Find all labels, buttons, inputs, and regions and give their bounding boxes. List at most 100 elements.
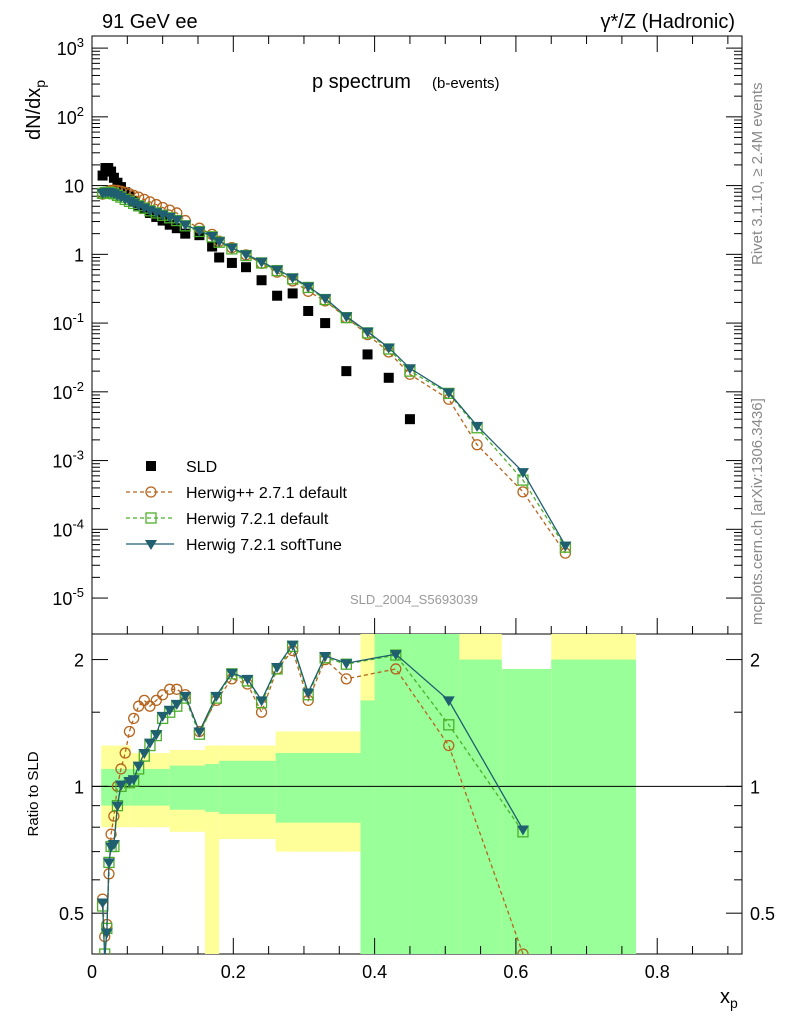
- ratio-band-inner: [409, 634, 460, 954]
- y-tick-label: 10: [64, 177, 84, 197]
- ratio-band-inner: [551, 659, 637, 954]
- data-point: [164, 219, 175, 230]
- x-tick-label: 0.2: [221, 962, 246, 982]
- ratio-point: [286, 640, 299, 651]
- ratio-point: [105, 828, 117, 840]
- data-point: [207, 241, 218, 252]
- main-axis-ticks: 10-5 10-4 10-3 10-2 10-1 1 10 102 103 0 0.2 0.4 0.6 0…: [52, 35, 742, 982]
- ratio-point: [132, 700, 145, 712]
- ratio-point: [115, 763, 127, 775]
- y-tick-label: 103: [57, 35, 84, 59]
- y-tick-label: 10-4: [52, 516, 84, 540]
- data-point: [382, 343, 395, 354]
- legend-marker: [145, 540, 157, 550]
- data-point: [97, 170, 108, 181]
- data-point: [517, 486, 529, 498]
- x-axis-label: xp: [720, 986, 738, 1011]
- data-point: [340, 312, 353, 323]
- ratio-tick-label: 1: [750, 777, 760, 797]
- ratio-series: [96, 640, 529, 965]
- ratio-point: [96, 898, 109, 909]
- data-point: [179, 220, 192, 231]
- ratio-point: [163, 705, 176, 716]
- y-tick-label: 10-3: [52, 448, 84, 472]
- legend-marker: [145, 512, 157, 524]
- data-point: [320, 318, 331, 329]
- ratio-point: [255, 696, 268, 707]
- ratio-point: [241, 674, 254, 685]
- ratio-point: [443, 739, 455, 752]
- ratio-band-inner: [374, 634, 410, 954]
- ratio-point: [138, 749, 151, 760]
- ratio-point: [150, 694, 162, 707]
- legend-label: SLD: [186, 459, 217, 476]
- y-tick-label: 10-5: [52, 585, 84, 609]
- data-point: [442, 388, 455, 399]
- ratio-point: [319, 651, 332, 662]
- ratio-point: [156, 711, 169, 722]
- y-tick-label: 102: [57, 104, 84, 128]
- ratio-point: [100, 928, 113, 939]
- data-point: [256, 275, 267, 286]
- data-point: [180, 228, 191, 239]
- ratio-point: [157, 689, 169, 701]
- data-point: [341, 366, 352, 377]
- data-point: [272, 290, 283, 301]
- ratio-tick-label: 2: [750, 651, 760, 671]
- mcplots-label: mcplots.cern.ch [arXiv:1306.3436]: [749, 398, 766, 625]
- ratio-point: [164, 683, 176, 695]
- y-tick-label: 10-2: [52, 379, 84, 403]
- data-point: [471, 421, 484, 432]
- data-point: [170, 215, 183, 226]
- data-point: [471, 439, 483, 451]
- ratio-point: [170, 699, 183, 710]
- analysis-watermark: SLD_2004_S5693039: [350, 592, 478, 607]
- ratio-point: [516, 825, 529, 836]
- main-series: [96, 163, 572, 559]
- data-point: [206, 231, 219, 242]
- ratio-point: [442, 696, 455, 707]
- ratio-point: [143, 738, 156, 749]
- legend-label: Herwig 7.2.1 default: [186, 511, 329, 528]
- data-point: [404, 414, 415, 425]
- data-point: [403, 364, 416, 375]
- ratio-point: [128, 712, 140, 725]
- ratio-band-inner: [205, 764, 220, 812]
- x-tick-label: 0.8: [645, 962, 670, 982]
- data-point: [240, 250, 253, 261]
- data-point: [193, 226, 206, 237]
- ratio-band-inner: [275, 753, 361, 823]
- data-point: [361, 327, 374, 338]
- data-point: [171, 223, 182, 234]
- data-point: [319, 294, 332, 305]
- ratio-axis-ticks: 0.5 0.5 1 1 2 2: [59, 651, 775, 925]
- legend: SLD Herwig++ 2.7.1 default Herwig 7.2.1 de…: [126, 459, 348, 554]
- data-point: [241, 262, 252, 273]
- ratio-point: [102, 858, 115, 869]
- ratio-tick-label: 2: [74, 651, 84, 671]
- ratio-point: [127, 775, 140, 786]
- data-point: [214, 252, 225, 263]
- data-point: [516, 468, 529, 479]
- ratio-point: [99, 955, 111, 965]
- data-point: [287, 288, 298, 299]
- data-point: [225, 243, 238, 254]
- ratio-point: [179, 691, 192, 702]
- ratio-point: [132, 761, 145, 772]
- data-point: [286, 273, 299, 284]
- y-axis-label: dN/dxp: [23, 80, 48, 140]
- ratio-point: [225, 668, 238, 679]
- ratio-band-inner: [459, 659, 502, 954]
- ratio-band-inner: [360, 700, 375, 954]
- ratio-point: [271, 663, 284, 674]
- ratio-point: [389, 650, 402, 661]
- ratio-point: [107, 839, 120, 850]
- ratio-point: [340, 659, 353, 670]
- ratio-band-inner: [130, 768, 170, 806]
- ratio-point: [111, 801, 124, 812]
- legend-marker: [145, 486, 157, 498]
- data-point: [106, 166, 117, 177]
- rivet-version-label: Rivet 3.1.10, ≥ 2.4M events: [749, 83, 766, 266]
- ratio-point: [138, 694, 150, 707]
